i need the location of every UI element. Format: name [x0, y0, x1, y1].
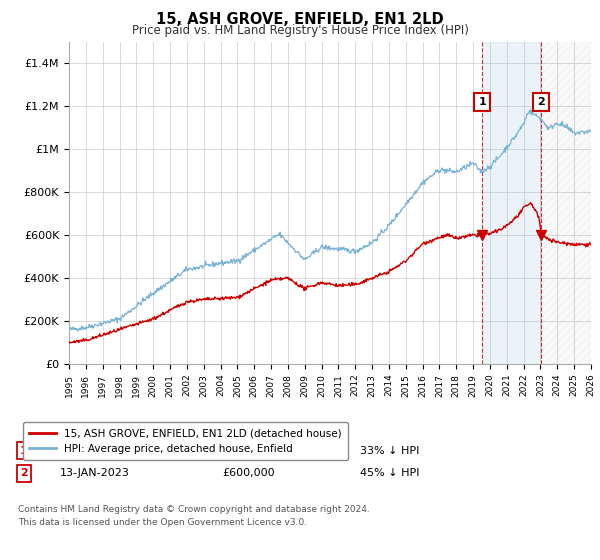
Text: Price paid vs. HM Land Registry's House Price Index (HPI): Price paid vs. HM Land Registry's House … — [131, 24, 469, 36]
Text: 33% ↓ HPI: 33% ↓ HPI — [360, 446, 419, 456]
Text: Contains HM Land Registry data © Crown copyright and database right 2024.
This d: Contains HM Land Registry data © Crown c… — [18, 505, 370, 526]
Legend: 15, ASH GROVE, ENFIELD, EN1 2LD (detached house), HPI: Average price, detached h: 15, ASH GROVE, ENFIELD, EN1 2LD (detache… — [23, 422, 348, 460]
Text: 19-JUL-2019: 19-JUL-2019 — [60, 446, 128, 456]
Bar — [482, 42, 541, 364]
Text: 2: 2 — [20, 468, 28, 478]
Bar — [541, 42, 591, 364]
Text: 1: 1 — [478, 97, 486, 107]
Text: £600,000: £600,000 — [222, 446, 275, 456]
Text: 2: 2 — [537, 97, 545, 107]
Text: 1: 1 — [20, 446, 28, 456]
Text: 45% ↓ HPI: 45% ↓ HPI — [360, 468, 419, 478]
Text: 13-JAN-2023: 13-JAN-2023 — [60, 468, 130, 478]
Text: £600,000: £600,000 — [222, 468, 275, 478]
Text: 15, ASH GROVE, ENFIELD, EN1 2LD: 15, ASH GROVE, ENFIELD, EN1 2LD — [156, 12, 444, 27]
